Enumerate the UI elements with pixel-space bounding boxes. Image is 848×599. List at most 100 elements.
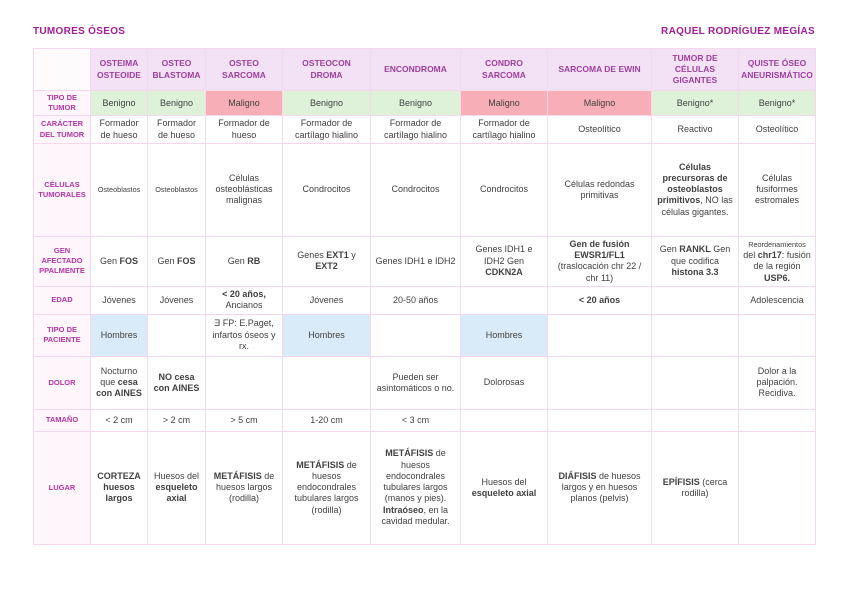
table-cell: Formador de cartílago hialino [282, 115, 371, 144]
table-cell: Benigno* [738, 89, 816, 117]
cell-text-segment: Formador de hueso [99, 118, 139, 140]
cell-text-segment: Intraóseo [382, 504, 424, 515]
table-cell: Jóvenes [90, 285, 148, 315]
cell-text-segment: NO cesa con AINES [153, 371, 200, 393]
cell-text-segment: Nocturno que [100, 365, 138, 388]
row-label: TIPO DE PACIENTE [33, 313, 91, 357]
cell-text-segment: del [743, 250, 758, 260]
cell-text-segment: CDKN2A [485, 266, 523, 277]
cell-text-segment: Benigno* [758, 97, 796, 108]
table-cell: Gen RB [205, 235, 283, 287]
table-cell [547, 313, 652, 357]
table-cell: Genes EXT1 y EXT2 [282, 235, 371, 287]
author-name: RAQUEL RODRÍGUEZ MEGÍAS [661, 26, 815, 37]
cell-text-segment: METÁFISIS [213, 470, 262, 481]
cell-text-segment: Hombres [485, 329, 523, 340]
table-cell: Hombres [282, 313, 371, 357]
cell-text-segment: Células redondas primitivas [564, 178, 635, 200]
table-row: EDAD Jóvenes Jóvenes < 20 años, Ancianos Jóv… [33, 285, 816, 315]
cell-text-segment: Maligno [488, 97, 520, 108]
cell-text-segment: Maligno [228, 97, 260, 108]
table-cell [651, 313, 739, 357]
column-header: OSTEO SARCOMA [205, 48, 283, 91]
table-cell: Huesos del esqueleto axial [460, 430, 548, 545]
cell-text-segment: Dolor a la palpación. Recidiva. [756, 365, 798, 399]
table-cell [547, 355, 652, 410]
cell-text-segment: Osteoblastos [155, 185, 198, 195]
cell-text-segment: (cerca rodilla) [681, 476, 728, 498]
table-cell: Adolescencia [738, 285, 816, 315]
row-label: CÉLULAS TUMORALES [33, 142, 91, 237]
cell-text-segment: esqueleto axial [471, 487, 537, 498]
table-cell: Maligno [547, 89, 652, 117]
table-cell: Condrocitos [282, 142, 371, 237]
corner-cell [33, 48, 91, 91]
bone-tumors-table: OSTEIMA OSTEOIDE OSTEO BLASTOMA OSTEO SARC… [33, 48, 816, 545]
table-cell: Gen FOS [90, 235, 148, 287]
table-cell: Gen de fusión EWSR1/FL1 (traslocación ch… [547, 235, 652, 287]
table-cell: Ǝ FP: E.Paget, infartos óseos y rx. [205, 313, 283, 357]
cell-text-segment: Hombres [308, 329, 345, 340]
cell-text-segment: , NO las células gigantes. [661, 195, 733, 217]
table-cell: DIÁFISIS de huesos largos y en huesos pl… [547, 430, 652, 545]
cell-text-segment: Benigno* [676, 97, 714, 108]
cell-text-segment: EPÍFISIS [662, 476, 700, 487]
cell-text-segment: Células fusiformes estromales [754, 172, 799, 206]
table-cell: METÁFISIS de huesos endocondrales tubula… [370, 430, 461, 545]
table-cell: EPÍFISIS (cerca rodilla) [651, 430, 739, 545]
cell-text-segment: METÁFISIS [296, 459, 345, 470]
table-cell [738, 313, 816, 357]
cell-text-segment: Adolescencia [750, 294, 804, 305]
column-header: QUISTE ÓSEO ANEURISMÁTICO [738, 48, 816, 91]
cell-text-segment: Reactivo [677, 123, 713, 134]
table-cell: CORTEZA huesos largos [90, 430, 148, 545]
table-cell: METÁFISIS de huesos largos (rodilla) [205, 430, 283, 545]
cell-text-segment: Huesos del [153, 470, 200, 481]
cell-text-segment: Reordenamientos [748, 239, 806, 249]
table-cell [651, 408, 739, 432]
table-row: DOLOR Nocturno que cesa con AINES NO cesa … [33, 355, 816, 410]
table-cell: Genes IDH1 e IDH2 [370, 235, 461, 287]
cell-text-segment: : fusión de la región [753, 250, 811, 272]
cell-text-segment: , en la cavidad medular. [381, 504, 450, 526]
cell-text-segment: RANKL [679, 244, 711, 255]
cell-text-segment: Osteolítico [755, 123, 799, 134]
table-cell: Genes IDH1 e IDH2 Gen CDKN2A [460, 235, 548, 287]
cell-text-segment: Osteoblastos [97, 185, 141, 195]
row-label: LUGAR [33, 430, 91, 545]
table-cell: > 5 cm [205, 408, 283, 432]
table-cell: Benigno [90, 89, 148, 117]
cell-text-segment: Maligno [583, 97, 616, 108]
cell-text-segment: de huesos largos (rodilla) [215, 470, 275, 504]
cell-text-segment: DIÁFISIS [558, 470, 597, 481]
table-cell: Osteoblastos [90, 142, 148, 237]
cell-text-segment: Genes IDH1 e IDH2 [375, 255, 456, 266]
cell-text-segment: FOS [177, 255, 196, 266]
table-cell: Condrocitos [370, 142, 461, 237]
row-label: DOLOR [33, 355, 91, 410]
table-cell [651, 355, 739, 410]
table-cell: Gen RANKL Gen que codifica histona 3.3 [651, 235, 739, 287]
table-cell: Benigno [370, 89, 461, 117]
cell-text-segment: Condrocitos [302, 184, 351, 195]
cell-text-segment: 20-50 años [392, 294, 439, 305]
table-cell: Pueden ser asintomáticos o no. [370, 355, 461, 410]
table-cell: Reordenamientos del chr17: fusión de la … [738, 235, 816, 287]
table-cell: < 2 cm [90, 408, 148, 432]
cell-text-segment: Genes IDH1 e IDH2 Gen [475, 244, 533, 266]
table-row: LUGAR CORTEZA huesos largos Huesos del esq… [33, 430, 816, 545]
table-cell: Dolor a la palpación. Recidiva. [738, 355, 816, 410]
table-cell: Hombres [90, 313, 148, 357]
cell-text-segment: Formador de cartílago hialino [472, 118, 536, 140]
table-cell: Células fusiformes estromales [738, 142, 816, 237]
cell-text-segment: Células osteoblásticas malignas [215, 172, 273, 206]
table-cell: Osteolítico [547, 115, 652, 144]
cell-text-segment: Jóvenes [309, 294, 344, 305]
cell-text-segment: < 20 años, [222, 289, 266, 299]
table-cell: Células precursoras de osteoblastos prim… [651, 142, 739, 237]
cell-text-segment: Dolorosas [483, 377, 525, 388]
cell-text-segment: Formador de hueso [218, 118, 270, 140]
cell-text-segment: FOS [119, 255, 139, 266]
table-cell [651, 285, 739, 315]
